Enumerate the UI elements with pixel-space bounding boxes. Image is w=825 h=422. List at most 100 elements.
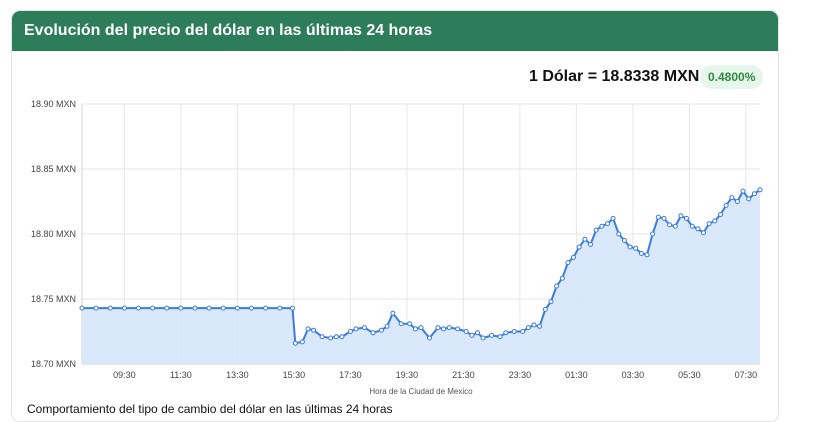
data-point bbox=[328, 335, 334, 341]
data-point bbox=[497, 334, 503, 340]
data-point bbox=[644, 252, 650, 258]
x-tick-label: 01:30 bbox=[565, 370, 588, 380]
data-point bbox=[220, 305, 226, 311]
data-point bbox=[390, 310, 396, 316]
data-point bbox=[446, 325, 452, 331]
data-point bbox=[311, 327, 317, 333]
data-point bbox=[370, 330, 376, 336]
x-tick-label: 21:30 bbox=[452, 370, 475, 380]
data-point bbox=[463, 329, 469, 334]
data-point bbox=[701, 230, 706, 236]
data-point bbox=[489, 332, 495, 338]
data-point bbox=[150, 305, 156, 311]
x-tick-label: 17:30 bbox=[339, 370, 362, 380]
data-point bbox=[480, 335, 486, 341]
data-point bbox=[593, 227, 599, 233]
data-point bbox=[672, 223, 678, 229]
data-point bbox=[525, 325, 531, 331]
x-tick-label: 11:30 bbox=[170, 370, 192, 380]
data-point bbox=[520, 329, 526, 334]
data-point bbox=[249, 305, 254, 311]
data-point bbox=[565, 260, 571, 266]
data-point bbox=[734, 199, 740, 204]
data-point bbox=[531, 322, 537, 328]
data-point bbox=[576, 244, 582, 250]
data-point bbox=[333, 334, 339, 340]
data-point bbox=[263, 305, 269, 311]
x-axis-label: Hora de la Ciudad de Mexico bbox=[369, 387, 473, 396]
data-point bbox=[548, 299, 554, 305]
data-point bbox=[740, 188, 746, 194]
data-point bbox=[398, 321, 404, 327]
data-point bbox=[706, 221, 712, 227]
y-tick-label: 18.90 MXN bbox=[31, 99, 76, 109]
data-point bbox=[319, 334, 325, 340]
data-point bbox=[655, 214, 661, 220]
data-point bbox=[206, 305, 212, 311]
data-point bbox=[712, 218, 718, 224]
data-point bbox=[305, 326, 311, 332]
data-point bbox=[723, 202, 729, 208]
change-badge: 0.4800% bbox=[700, 65, 764, 89]
data-point bbox=[667, 222, 673, 228]
data-point bbox=[427, 335, 432, 341]
data-point bbox=[605, 221, 610, 227]
data-point bbox=[559, 275, 565, 281]
exchange-rate-card: Evolución del precio del dólar en las úl… bbox=[11, 10, 779, 422]
data-point bbox=[107, 305, 113, 311]
card-title: Evolución del precio del dólar en las úl… bbox=[24, 22, 433, 39]
data-point bbox=[746, 196, 752, 202]
data-point bbox=[650, 231, 656, 237]
data-point bbox=[718, 212, 723, 217]
data-point bbox=[599, 223, 605, 229]
data-point bbox=[290, 305, 295, 311]
data-point bbox=[751, 191, 757, 197]
data-point bbox=[503, 330, 509, 336]
data-point bbox=[178, 305, 184, 311]
data-point bbox=[582, 236, 588, 242]
data-point bbox=[292, 340, 298, 346]
data-point bbox=[93, 305, 99, 311]
data-point bbox=[121, 305, 127, 311]
data-point bbox=[234, 305, 240, 311]
data-point bbox=[441, 326, 447, 332]
data-point bbox=[729, 195, 735, 201]
y-tick-label: 18.70 MXN bbox=[31, 359, 76, 369]
y-tick-label: 18.80 MXN bbox=[31, 229, 76, 239]
data-point bbox=[412, 326, 418, 332]
x-tick-label: 05:30 bbox=[678, 370, 701, 380]
data-point bbox=[695, 226, 701, 232]
x-tick-label: 13:30 bbox=[226, 370, 249, 380]
data-point bbox=[407, 321, 413, 327]
series-area bbox=[82, 189, 760, 364]
data-point bbox=[633, 245, 639, 251]
data-point bbox=[757, 187, 763, 193]
data-point bbox=[610, 215, 616, 221]
data-point bbox=[418, 325, 424, 331]
x-tick-label: 03:30 bbox=[622, 370, 645, 380]
x-tick-label: 15:30 bbox=[283, 370, 306, 380]
data-point bbox=[378, 327, 384, 333]
data-point bbox=[616, 231, 622, 237]
data-point bbox=[621, 238, 627, 243]
data-point bbox=[661, 215, 667, 221]
data-point bbox=[554, 283, 560, 289]
data-point bbox=[277, 305, 283, 311]
data-point bbox=[299, 339, 305, 345]
data-point bbox=[627, 244, 633, 250]
data-point bbox=[164, 305, 170, 311]
data-point bbox=[638, 251, 644, 256]
data-point bbox=[435, 325, 441, 331]
data-point bbox=[475, 330, 480, 336]
data-point bbox=[571, 254, 576, 260]
x-tick-label: 19:30 bbox=[396, 370, 419, 380]
data-point bbox=[362, 325, 367, 331]
x-tick-label: 23:30 bbox=[509, 370, 532, 380]
data-point bbox=[384, 323, 390, 329]
y-tick-label: 18.75 MXN bbox=[31, 294, 76, 304]
y-tick-label: 18.85 MXN bbox=[31, 164, 76, 174]
data-point bbox=[339, 334, 345, 340]
data-point bbox=[192, 305, 198, 311]
x-tick-label: 07:30 bbox=[735, 370, 758, 380]
price-chart: 18.70 MXN 18.75 MXN 18.80 MXN 18.85 MXN 18.9… bbox=[31, 99, 763, 396]
